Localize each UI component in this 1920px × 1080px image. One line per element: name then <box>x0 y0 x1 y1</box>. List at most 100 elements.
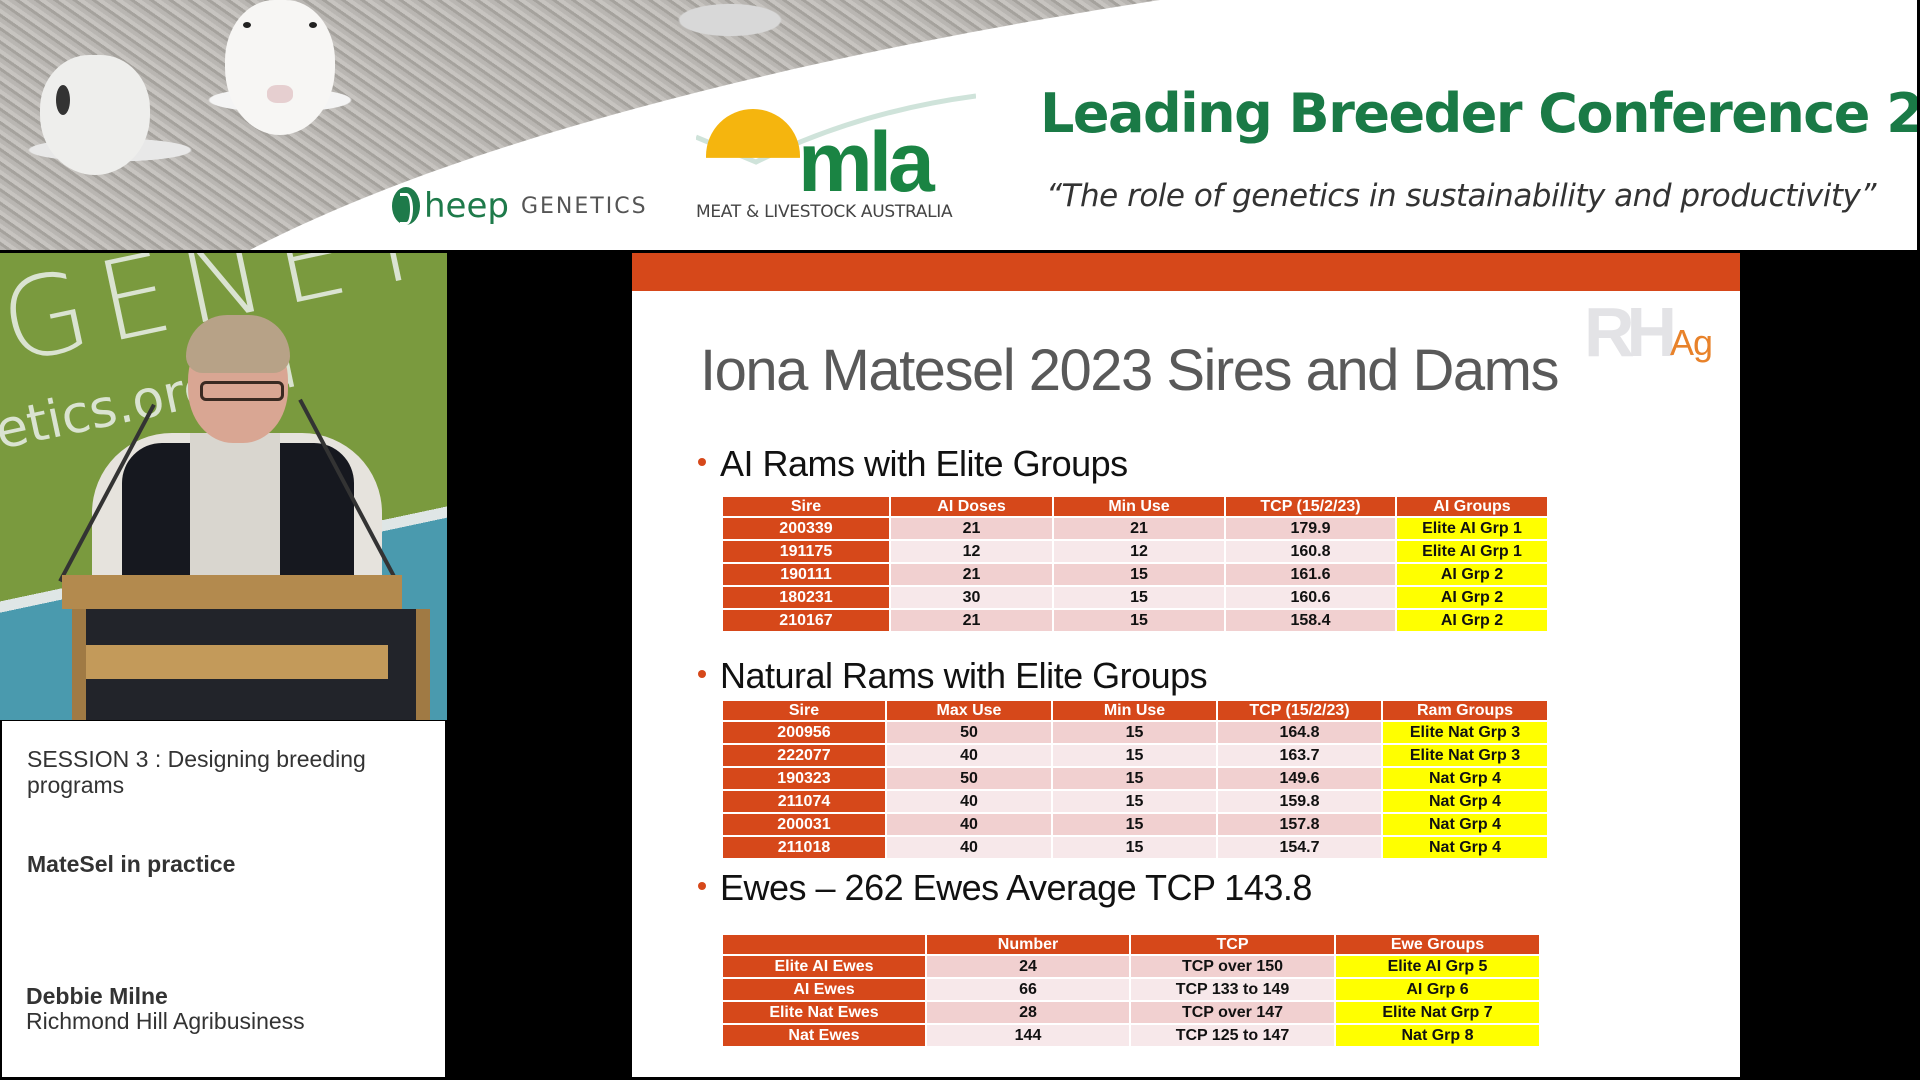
column-header: Sire <box>723 701 885 720</box>
group-label: Elite AI Grp 5 <box>1336 956 1539 977</box>
group-label: Nat Grp 4 <box>1383 791 1547 812</box>
ewe-class: AI Ewes <box>723 979 925 1000</box>
bullet-icon <box>698 670 706 679</box>
min-use: 15 <box>1053 722 1216 743</box>
ewe-count: 28 <box>927 1002 1129 1023</box>
sire-id: 190111 <box>723 564 889 585</box>
max-use: 40 <box>887 837 1051 858</box>
column-header <box>723 935 925 954</box>
sheep-eye <box>243 22 251 28</box>
table-row: 210167 21 15 158.4 AI Grp 2 <box>723 610 1547 631</box>
sire-id: 222077 <box>723 745 885 766</box>
group-label: Nat Grp 4 <box>1383 768 1547 789</box>
min-use: 12 <box>1054 541 1224 562</box>
ai-doses: 21 <box>891 564 1052 585</box>
sire-id: 200031 <box>723 814 885 835</box>
ewe-count: 24 <box>927 956 1129 977</box>
slide-header-bar <box>632 253 1740 291</box>
conference-title: Leading Breeder Conference 2023 <box>1040 82 1917 145</box>
max-use: 40 <box>887 745 1051 766</box>
table-row: 200031 40 15 157.8 Nat Grp 4 <box>723 814 1547 835</box>
table-header-row: Sire Max Use Min Use TCP (15/2/23) Ram G… <box>723 701 1547 720</box>
mla-logo: mla MEAT & LIVESTOCK AUSTRALIA <box>694 92 976 222</box>
section-heading-ewes: Ewes – 262 Ewes Average TCP 143.8 <box>698 867 1312 909</box>
sire-id: 190323 <box>723 768 885 789</box>
tcp-value: 154.7 <box>1218 837 1381 858</box>
sire-id: 191175 <box>723 541 889 562</box>
column-header: AI Doses <box>891 497 1052 516</box>
speaker-glasses <box>200 381 284 401</box>
ewe-class: Elite Nat Ewes <box>723 1002 925 1023</box>
group-label: AI Grp 2 <box>1397 564 1547 585</box>
ewe-count: 66 <box>927 979 1129 1000</box>
table-row: 190111 21 15 161.6 AI Grp 2 <box>723 564 1547 585</box>
sheep-genetics-suffix: GENETICS <box>520 193 648 219</box>
sire-id: 211074 <box>723 791 885 812</box>
sheep-eye <box>309 22 317 28</box>
column-header: Number <box>927 935 1129 954</box>
tcp-value: 160.8 <box>1226 541 1395 562</box>
tcp-value: 179.9 <box>1226 518 1395 539</box>
table-row: Elite AI Ewes 24 TCP over 150 Elite AI G… <box>723 956 1539 977</box>
sheep-genetics-logo: heep GENETICS <box>392 186 648 226</box>
column-header: Sire <box>723 497 889 516</box>
min-use: 15 <box>1054 587 1224 608</box>
sire-id: 180231 <box>723 587 889 608</box>
table-row: 200339 21 21 179.9 Elite AI Grp 1 <box>723 518 1547 539</box>
session-label: SESSION 3 : Designing breeding programs <box>27 746 366 798</box>
table-row: AI Ewes 66 TCP 133 to 149 AI Grp 6 <box>723 979 1539 1000</box>
speaker-shirt <box>190 433 280 593</box>
group-label: AI Grp 6 <box>1336 979 1539 1000</box>
tcp-value: 157.8 <box>1218 814 1381 835</box>
min-use: 15 <box>1053 791 1216 812</box>
ai-rams-table: Sire AI Doses Min Use TCP (15/2/23) AI G… <box>721 495 1549 633</box>
section-heading-natural-rams: Natural Rams with Elite Groups <box>698 655 1208 697</box>
column-header: Min Use <box>1054 497 1224 516</box>
group-label: Nat Grp 4 <box>1383 814 1547 835</box>
section-heading-ai-rams: AI Rams with Elite Groups <box>698 443 1128 485</box>
column-header: Max Use <box>887 701 1051 720</box>
rhag-logo: RH Ag <box>1584 297 1724 367</box>
ewe-class: Nat Ewes <box>723 1025 925 1046</box>
sire-id: 200339 <box>723 518 889 539</box>
tcp-value: 159.8 <box>1218 791 1381 812</box>
table-row: 211018 40 15 154.7 Nat Grp 4 <box>723 837 1547 858</box>
column-header: Ram Groups <box>1383 701 1547 720</box>
slide-title: Iona Matesel 2023 Sires and Dams <box>700 338 1559 403</box>
rhag-logo-letters: RH <box>1584 293 1677 371</box>
sheep-face <box>225 0 335 135</box>
tcp-value: 160.6 <box>1226 587 1395 608</box>
tcp-range: TCP over 150 <box>1131 956 1334 977</box>
tcp-value: 149.6 <box>1218 768 1381 789</box>
column-header: TCP (15/2/23) <box>1226 497 1395 516</box>
ai-doses: 21 <box>891 610 1052 631</box>
speaker-hair <box>186 315 290 373</box>
tcp-range: TCP 125 to 147 <box>1131 1025 1334 1046</box>
section-heading-text: AI Rams with Elite Groups <box>720 443 1128 484</box>
speaker-organization: Richmond Hill Agribusiness <box>26 1008 305 1034</box>
tcp-value: 158.4 <box>1226 610 1395 631</box>
group-label: Elite Nat Grp 3 <box>1383 745 1547 766</box>
table-row: 190323 50 15 149.6 Nat Grp 4 <box>723 768 1547 789</box>
bullet-icon <box>698 882 706 891</box>
max-use: 40 <box>887 814 1051 835</box>
group-label: Nat Grp 4 <box>1383 837 1547 858</box>
sheep-nose <box>267 85 293 103</box>
sheep-genetics-mark-icon <box>392 187 420 225</box>
lectern-top <box>62 575 402 609</box>
ewe-count: 144 <box>927 1025 1129 1046</box>
group-label: AI Grp 2 <box>1397 610 1547 631</box>
table-header-row: Number TCP Ewe Groups <box>723 935 1539 954</box>
section-heading-text: Ewes – 262 Ewes Average TCP 143.8 <box>720 867 1312 908</box>
table-header-row: Sire AI Doses Min Use TCP (15/2/23) AI G… <box>723 497 1547 516</box>
ai-doses: 12 <box>891 541 1052 562</box>
column-header: TCP (15/2/23) <box>1218 701 1381 720</box>
sire-id: 211018 <box>723 837 885 858</box>
tcp-value: 164.8 <box>1218 722 1381 743</box>
lectern-bar <box>86 645 388 679</box>
group-label: AI Grp 2 <box>1397 587 1547 608</box>
min-use: 15 <box>1054 610 1224 631</box>
group-label: Elite Nat Grp 3 <box>1383 722 1547 743</box>
max-use: 50 <box>887 768 1051 789</box>
sire-id: 210167 <box>723 610 889 631</box>
